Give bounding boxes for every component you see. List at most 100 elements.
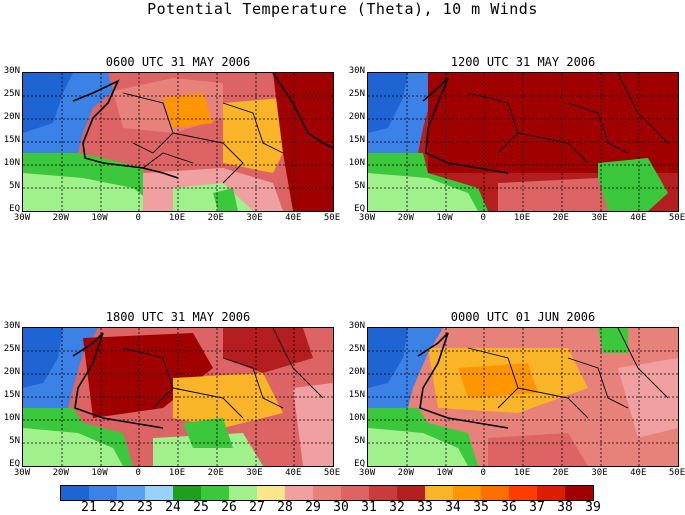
- colorbar-swatch: [341, 486, 369, 500]
- x-tick-label: 40E: [285, 213, 302, 223]
- y-tick-label: 25N: [3, 89, 20, 99]
- map-panel-2: [367, 72, 679, 212]
- colorbar-swatch: [61, 486, 89, 500]
- x-tick-label: 50E: [323, 213, 341, 223]
- y-tick-label: 10N: [3, 413, 20, 423]
- map-panel-4: [367, 327, 679, 467]
- y-tick-label: 30N: [348, 66, 365, 76]
- panel-title-4: 0000 UTC 01 JUN 2006: [450, 310, 596, 324]
- colorbar: [60, 485, 594, 501]
- colorbar-label: 25: [193, 500, 209, 515]
- colorbar-label: 27: [249, 500, 265, 515]
- y-tick-label: EQ: [9, 204, 20, 214]
- colorbar-label: 32: [389, 500, 405, 515]
- y-tick-label: 25N: [3, 344, 20, 354]
- colorbar-label: 21: [81, 500, 97, 515]
- colorbar-label: 29: [305, 500, 321, 515]
- x-tick-label: 0: [480, 468, 486, 478]
- colorbar-label: 37: [529, 500, 545, 515]
- y-tick-label: 20N: [3, 112, 20, 122]
- y-tick-label: 5N: [9, 436, 20, 446]
- y-tick-label: EQ: [9, 459, 20, 469]
- x-tick-label: 50E: [668, 468, 685, 478]
- x-tick-label: 20W: [397, 213, 414, 223]
- x-tick-label: 10W: [91, 213, 108, 223]
- colorbar-label: 34: [445, 500, 461, 515]
- x-tick-label: 50E: [668, 213, 685, 223]
- colorbar-label: 35: [473, 500, 489, 515]
- x-tick-label: 10W: [436, 213, 453, 223]
- colorbar-swatch: [89, 486, 117, 500]
- y-tick-label: 15N: [348, 135, 365, 145]
- colorbar-swatch: [537, 486, 565, 500]
- colorbar-swatch: [425, 486, 453, 500]
- y-tick-label: 10N: [3, 158, 20, 168]
- x-tick-label: 10E: [168, 213, 186, 223]
- x-tick-label: 30E: [591, 468, 608, 478]
- colorbar-swatch: [481, 486, 509, 500]
- x-tick-label: 30E: [246, 213, 263, 223]
- x-tick-label: 0: [135, 213, 141, 223]
- y-tick-label: EQ: [354, 204, 365, 214]
- colorbar-swatch: [201, 486, 229, 500]
- y-tick-label: 15N: [3, 390, 20, 400]
- colorbar-label: 30: [333, 500, 349, 515]
- colorbar-swatch: [117, 486, 145, 500]
- x-tick-label: 0: [480, 213, 486, 223]
- x-tick-label: 20W: [397, 468, 414, 478]
- colorbar-swatch: [565, 486, 593, 500]
- colorbar-swatch: [369, 486, 397, 500]
- x-tick-label: 30W: [13, 468, 31, 478]
- colorbar-label: 23: [137, 500, 153, 515]
- colorbar-swatch: [229, 486, 257, 500]
- colorbar-swatch: [509, 486, 537, 500]
- panel-title-3: 1800 UTC 31 MAY 2006: [105, 310, 251, 324]
- x-tick-label: 30E: [591, 213, 608, 223]
- x-tick-label: 20W: [52, 468, 69, 478]
- x-tick-label: 30W: [358, 468, 376, 478]
- figure-title: Potential Temperature (Theta), 10 m Wind…: [147, 0, 538, 18]
- colorbar-label: 24: [165, 500, 181, 515]
- colorbar-label: 39: [585, 500, 601, 515]
- x-tick-label: 50E: [323, 468, 341, 478]
- colorbar-label: 26: [221, 500, 237, 515]
- y-tick-label: 30N: [3, 66, 20, 76]
- panel-title-2: 1200 UTC 31 MAY 2006: [450, 55, 596, 69]
- y-tick-label: 5N: [354, 436, 365, 446]
- y-tick-label: 10N: [348, 158, 365, 168]
- colorbar-swatch: [173, 486, 201, 500]
- x-tick-label: 10E: [168, 468, 186, 478]
- x-tick-label: 0: [135, 468, 141, 478]
- colorbar-swatch: [397, 486, 425, 500]
- x-tick-label: 10E: [513, 213, 531, 223]
- colorbar-label: 38: [557, 500, 573, 515]
- colorbar-label: 22: [109, 500, 125, 515]
- x-tick-label: 20W: [52, 213, 69, 223]
- x-tick-label: 40E: [630, 468, 647, 478]
- x-tick-label: 10W: [436, 468, 453, 478]
- colorbar-swatch: [285, 486, 313, 500]
- colorbar-label: 36: [501, 500, 517, 515]
- colorbar-swatch: [257, 486, 285, 500]
- panel-title-1: 0600 UTC 31 MAY 2006: [105, 55, 251, 69]
- colorbar-label: 33: [417, 500, 433, 515]
- colorbar-swatch: [145, 486, 173, 500]
- y-tick-label: 5N: [354, 181, 365, 191]
- colorbar-swatch: [453, 486, 481, 500]
- colorbar-label: 28: [277, 500, 293, 515]
- x-tick-label: 30W: [13, 213, 31, 223]
- colorbar-swatch: [313, 486, 341, 500]
- y-tick-label: 30N: [3, 321, 20, 331]
- y-tick-label: 25N: [348, 344, 365, 354]
- y-tick-label: 20N: [348, 112, 365, 122]
- map-panel-3: [22, 327, 334, 467]
- x-tick-label: 20E: [207, 213, 224, 223]
- x-tick-label: 10W: [91, 468, 108, 478]
- x-tick-label: 10E: [513, 468, 531, 478]
- y-tick-label: 20N: [348, 367, 365, 377]
- y-tick-label: 30N: [348, 321, 365, 331]
- x-tick-label: 20E: [552, 213, 569, 223]
- y-tick-label: 10N: [348, 413, 365, 423]
- y-tick-label: 15N: [348, 390, 365, 400]
- x-tick-label: 40E: [285, 468, 302, 478]
